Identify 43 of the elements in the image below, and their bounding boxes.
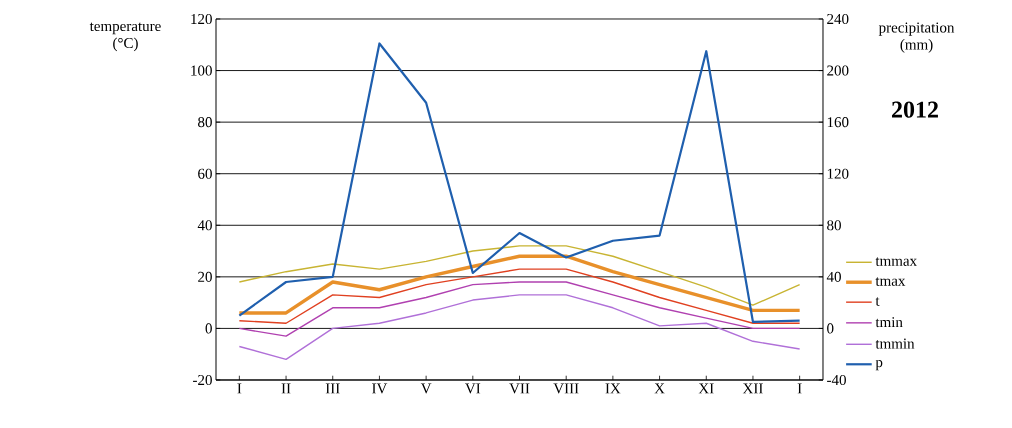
legend-title: 2012 <box>892 101 938 118</box>
x-tick-label: III <box>325 383 340 394</box>
legend-label: t <box>875 297 880 306</box>
y2-tick-label: 240 <box>827 13 849 25</box>
line-series <box>238 268 801 324</box>
x-tick-label: VI <box>465 383 481 394</box>
y2-tick-label: 160 <box>827 117 849 128</box>
line-series <box>238 281 801 337</box>
legend-label: p <box>875 360 883 371</box>
x-tick-label: II <box>281 383 291 394</box>
y2-tick-label: 200 <box>827 65 849 76</box>
line-series <box>238 245 801 306</box>
legend-label: tmax <box>875 277 906 286</box>
legend-label: tmmin <box>875 338 915 349</box>
x-tick-label: IX <box>605 383 621 394</box>
y2-tick-label: -40 <box>827 374 846 386</box>
y-tick-label: 100 <box>191 65 212 76</box>
x-tick-label: XI <box>698 383 714 394</box>
line-series <box>238 42 801 324</box>
line-series <box>238 294 801 361</box>
x-tick-label: IV <box>372 383 388 394</box>
legend-label: tmin <box>875 317 903 328</box>
y2-tick-label: 0 <box>827 323 834 334</box>
x-tick-label: I <box>797 383 802 394</box>
x-tick-label: VIII <box>553 383 579 394</box>
y-tick-label: 80 <box>198 117 212 128</box>
x-tick-label: VII <box>509 383 530 394</box>
y2-tick-label: 80 <box>827 220 841 231</box>
legend-label: tmmax <box>875 257 917 266</box>
y-tick-label: 40 <box>197 220 212 231</box>
x-tick-label: XII <box>742 383 763 394</box>
y-axis-title: temperature (°C) <box>89 22 161 52</box>
y2-tick-label: 40 <box>826 271 841 282</box>
y-tick-label: 120 <box>191 13 212 25</box>
y-tick-label: -20 <box>193 374 212 386</box>
y2-tick-label: 120 <box>827 168 849 179</box>
y2-axis-title: precipitation (mm) <box>878 22 955 53</box>
y-tick-label: 0 <box>205 323 212 334</box>
x-tick-label: I <box>237 383 242 394</box>
y-tick-label: 60 <box>198 168 212 179</box>
y-tick-label: 20 <box>198 271 212 282</box>
x-tick-label: V <box>420 383 432 394</box>
x-tick-label: X <box>654 383 665 394</box>
